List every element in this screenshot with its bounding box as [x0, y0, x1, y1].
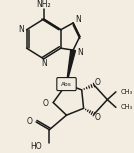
Text: CH₃: CH₃: [121, 104, 133, 110]
Text: O: O: [26, 118, 32, 126]
Text: NH₂: NH₂: [36, 0, 51, 9]
Text: N: N: [77, 48, 83, 57]
Text: O: O: [43, 99, 49, 108]
FancyBboxPatch shape: [57, 78, 76, 91]
Polygon shape: [66, 50, 75, 84]
Text: N: N: [41, 59, 47, 68]
Text: O: O: [95, 78, 101, 87]
Text: O: O: [95, 113, 101, 122]
Text: HO: HO: [30, 142, 42, 151]
Text: N: N: [18, 25, 24, 34]
Text: N: N: [75, 15, 81, 24]
Text: Abs: Abs: [61, 82, 72, 87]
Text: CH₃: CH₃: [121, 89, 133, 95]
